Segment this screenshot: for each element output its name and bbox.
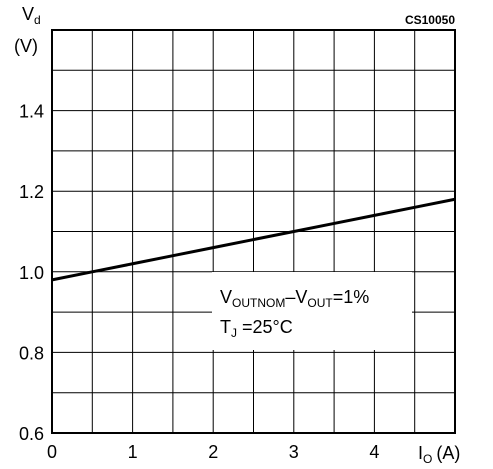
annotation-line-2: TJ =25°C: [220, 317, 293, 340]
y-tick-label: 1.0: [19, 263, 44, 283]
plot-frame: [51, 29, 456, 434]
y-axis-label: Vd: [22, 4, 41, 27]
chart-reference-code: CS10050: [405, 13, 455, 27]
x-tick-labels: 0 1 2 3 4: [47, 442, 379, 462]
y-tick-label: 1.2: [19, 182, 44, 202]
x-axis-label: IO (A): [418, 443, 460, 464]
grid: [52, 30, 455, 433]
x-tick-label: 1: [128, 442, 138, 462]
series-line: [51, 197, 456, 282]
x-tick-label: 0: [47, 442, 57, 462]
x-tick-label: 2: [208, 442, 218, 462]
y-tick-label: 0.8: [19, 343, 44, 363]
x-tick-label: 4: [369, 442, 379, 462]
series-layer: [51, 197, 456, 282]
x-tick-label: 3: [289, 442, 299, 462]
annotation-box: [212, 272, 412, 350]
y-tick-labels: 0.6 0.8 1.0 1.2 1.4: [19, 102, 44, 444]
y-tick-label: 0.6: [19, 424, 44, 444]
y-axis-unit: (V): [14, 36, 38, 56]
y-tick-label: 1.4: [19, 102, 44, 122]
annotation-line-1: VOUTNOM–VOUT=1%: [220, 287, 369, 310]
